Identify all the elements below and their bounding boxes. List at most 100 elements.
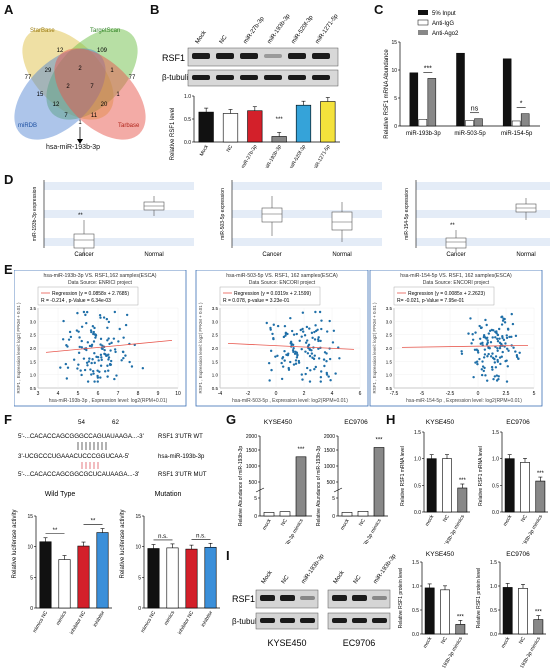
group-label: Cancer (262, 252, 281, 258)
scatter-point (480, 368, 483, 371)
scatter-point (107, 356, 111, 359)
y-tick-label: 2.0 (212, 346, 219, 351)
blot-band (288, 53, 306, 59)
scatter-point (319, 380, 322, 383)
scatter-point (68, 330, 72, 334)
venn-count: 77 (25, 75, 32, 81)
scatter-point (486, 339, 489, 342)
sig-label: *** (535, 610, 543, 616)
scatter-point (514, 334, 518, 338)
regression-line (45, 340, 173, 353)
group-label: Cancer (446, 252, 465, 258)
scatter-point (295, 356, 299, 359)
x-axis-label: hsa-miR-154-5p , Expression level: log2(… (406, 398, 522, 404)
y-tick-label: 1.5 (212, 359, 219, 364)
bar (518, 588, 528, 635)
scatter-point (331, 341, 335, 344)
i-blot-label-rsf1: RSF1 (232, 594, 255, 604)
scatter-point (85, 321, 88, 325)
venn-count: 12 (57, 48, 64, 54)
scatter-point (501, 319, 505, 322)
x-tick-label: mimics NC (32, 610, 49, 634)
y-tick-label: 1.0 (414, 457, 421, 463)
sig-label: ** (53, 528, 58, 534)
band (416, 210, 550, 218)
blot-band (352, 595, 367, 601)
scatter-point (460, 352, 464, 355)
venn-count: 20 (101, 102, 108, 108)
scatter-point (106, 339, 109, 342)
y-tick-label: 1.0 (412, 584, 419, 590)
panel-i: Mock NC miR-193b-3p Mock NC miR-193b-3p … (232, 551, 546, 668)
scatter-plot: hsa-miR-503-5p VS. RSF1, 162 samples(ESC… (195, 270, 369, 407)
scatter-point (65, 377, 69, 380)
scatter-title: hsa-miR-154-5p VS. RSF1, 162 samples(ESC… (400, 273, 512, 279)
x-tick-label: 4 (57, 391, 60, 397)
y-tick-label: 0.5 (386, 386, 393, 391)
scatter-point (295, 332, 298, 336)
scatter-point (110, 341, 113, 345)
scatter-point (290, 329, 294, 333)
bar (295, 456, 307, 517)
scatter-point (301, 311, 305, 314)
scatter-point (94, 336, 97, 339)
scatter-point (107, 320, 111, 324)
x-tick-label: mock (424, 514, 435, 528)
bar (426, 458, 437, 513)
y-tick-label: 1500 (246, 448, 257, 454)
lane-label: miR-193b-3p (301, 553, 326, 585)
scatter-point (460, 350, 463, 353)
blot-band (216, 53, 234, 59)
scatter-point (505, 359, 508, 362)
scatter-point (100, 356, 103, 359)
scatter-point (503, 321, 507, 324)
f-pairing-lines (77, 442, 107, 450)
i-cell-ec: EC9706 (343, 638, 376, 648)
panel-letter-f: F (4, 412, 12, 427)
x-tick-label: inhibitor NC (177, 610, 195, 636)
x-tick-label: NC (440, 636, 449, 646)
scatter-point (301, 327, 304, 331)
scatter-point (304, 372, 307, 376)
scatter-point (474, 331, 477, 334)
scatter-point (301, 378, 304, 381)
scatter-point (318, 310, 322, 314)
bar (457, 487, 468, 513)
axis-break (333, 487, 343, 493)
scatter-point (497, 327, 501, 331)
y-tick-label: 1500 (324, 448, 335, 454)
scatter-point (514, 350, 517, 353)
scatter-point (269, 349, 273, 353)
scatter-point (86, 380, 90, 383)
blot-band (192, 53, 210, 59)
scatter-point (482, 356, 486, 359)
y-axis-label: Relative Abundance of miR-193b-3p (238, 446, 244, 527)
panel-b: Mock NC miR-27b-3p miR-193b-3p miR-520f-… (162, 13, 340, 168)
x-tick-label: miR-193b-3p (406, 131, 441, 137)
legend-label: Anti-IgG (432, 21, 454, 27)
scatter-point (501, 350, 504, 354)
box (331, 211, 353, 231)
stats-label: R = 0.078, p-value = 3.23e-01 (223, 298, 290, 304)
scatter-title: hsa-miR-193b-3p VS. RSF1,162 samples(ESC… (43, 273, 156, 279)
y-tick-label: 15 (135, 514, 141, 520)
scatter-point (270, 368, 273, 372)
scatter-point (306, 366, 309, 370)
scatter-point (307, 343, 311, 346)
bar (58, 559, 71, 609)
y-tick-label: 3.0 (212, 319, 219, 324)
scatter-point (287, 366, 290, 370)
bar (295, 104, 312, 143)
scatter-point (308, 327, 311, 330)
x-tick-label: 0 (477, 391, 480, 397)
x-tick-label: 9 (157, 391, 160, 397)
scatter-point (289, 360, 292, 364)
scatter-point (317, 357, 321, 360)
venn-count: 1 (78, 120, 82, 126)
scatter-point (268, 379, 271, 382)
scatter-point (122, 356, 125, 360)
venn-count: 2 (78, 66, 82, 72)
scatter-point (498, 337, 501, 340)
x-tick-label: -4 (218, 391, 223, 397)
scatter-point (122, 336, 125, 339)
